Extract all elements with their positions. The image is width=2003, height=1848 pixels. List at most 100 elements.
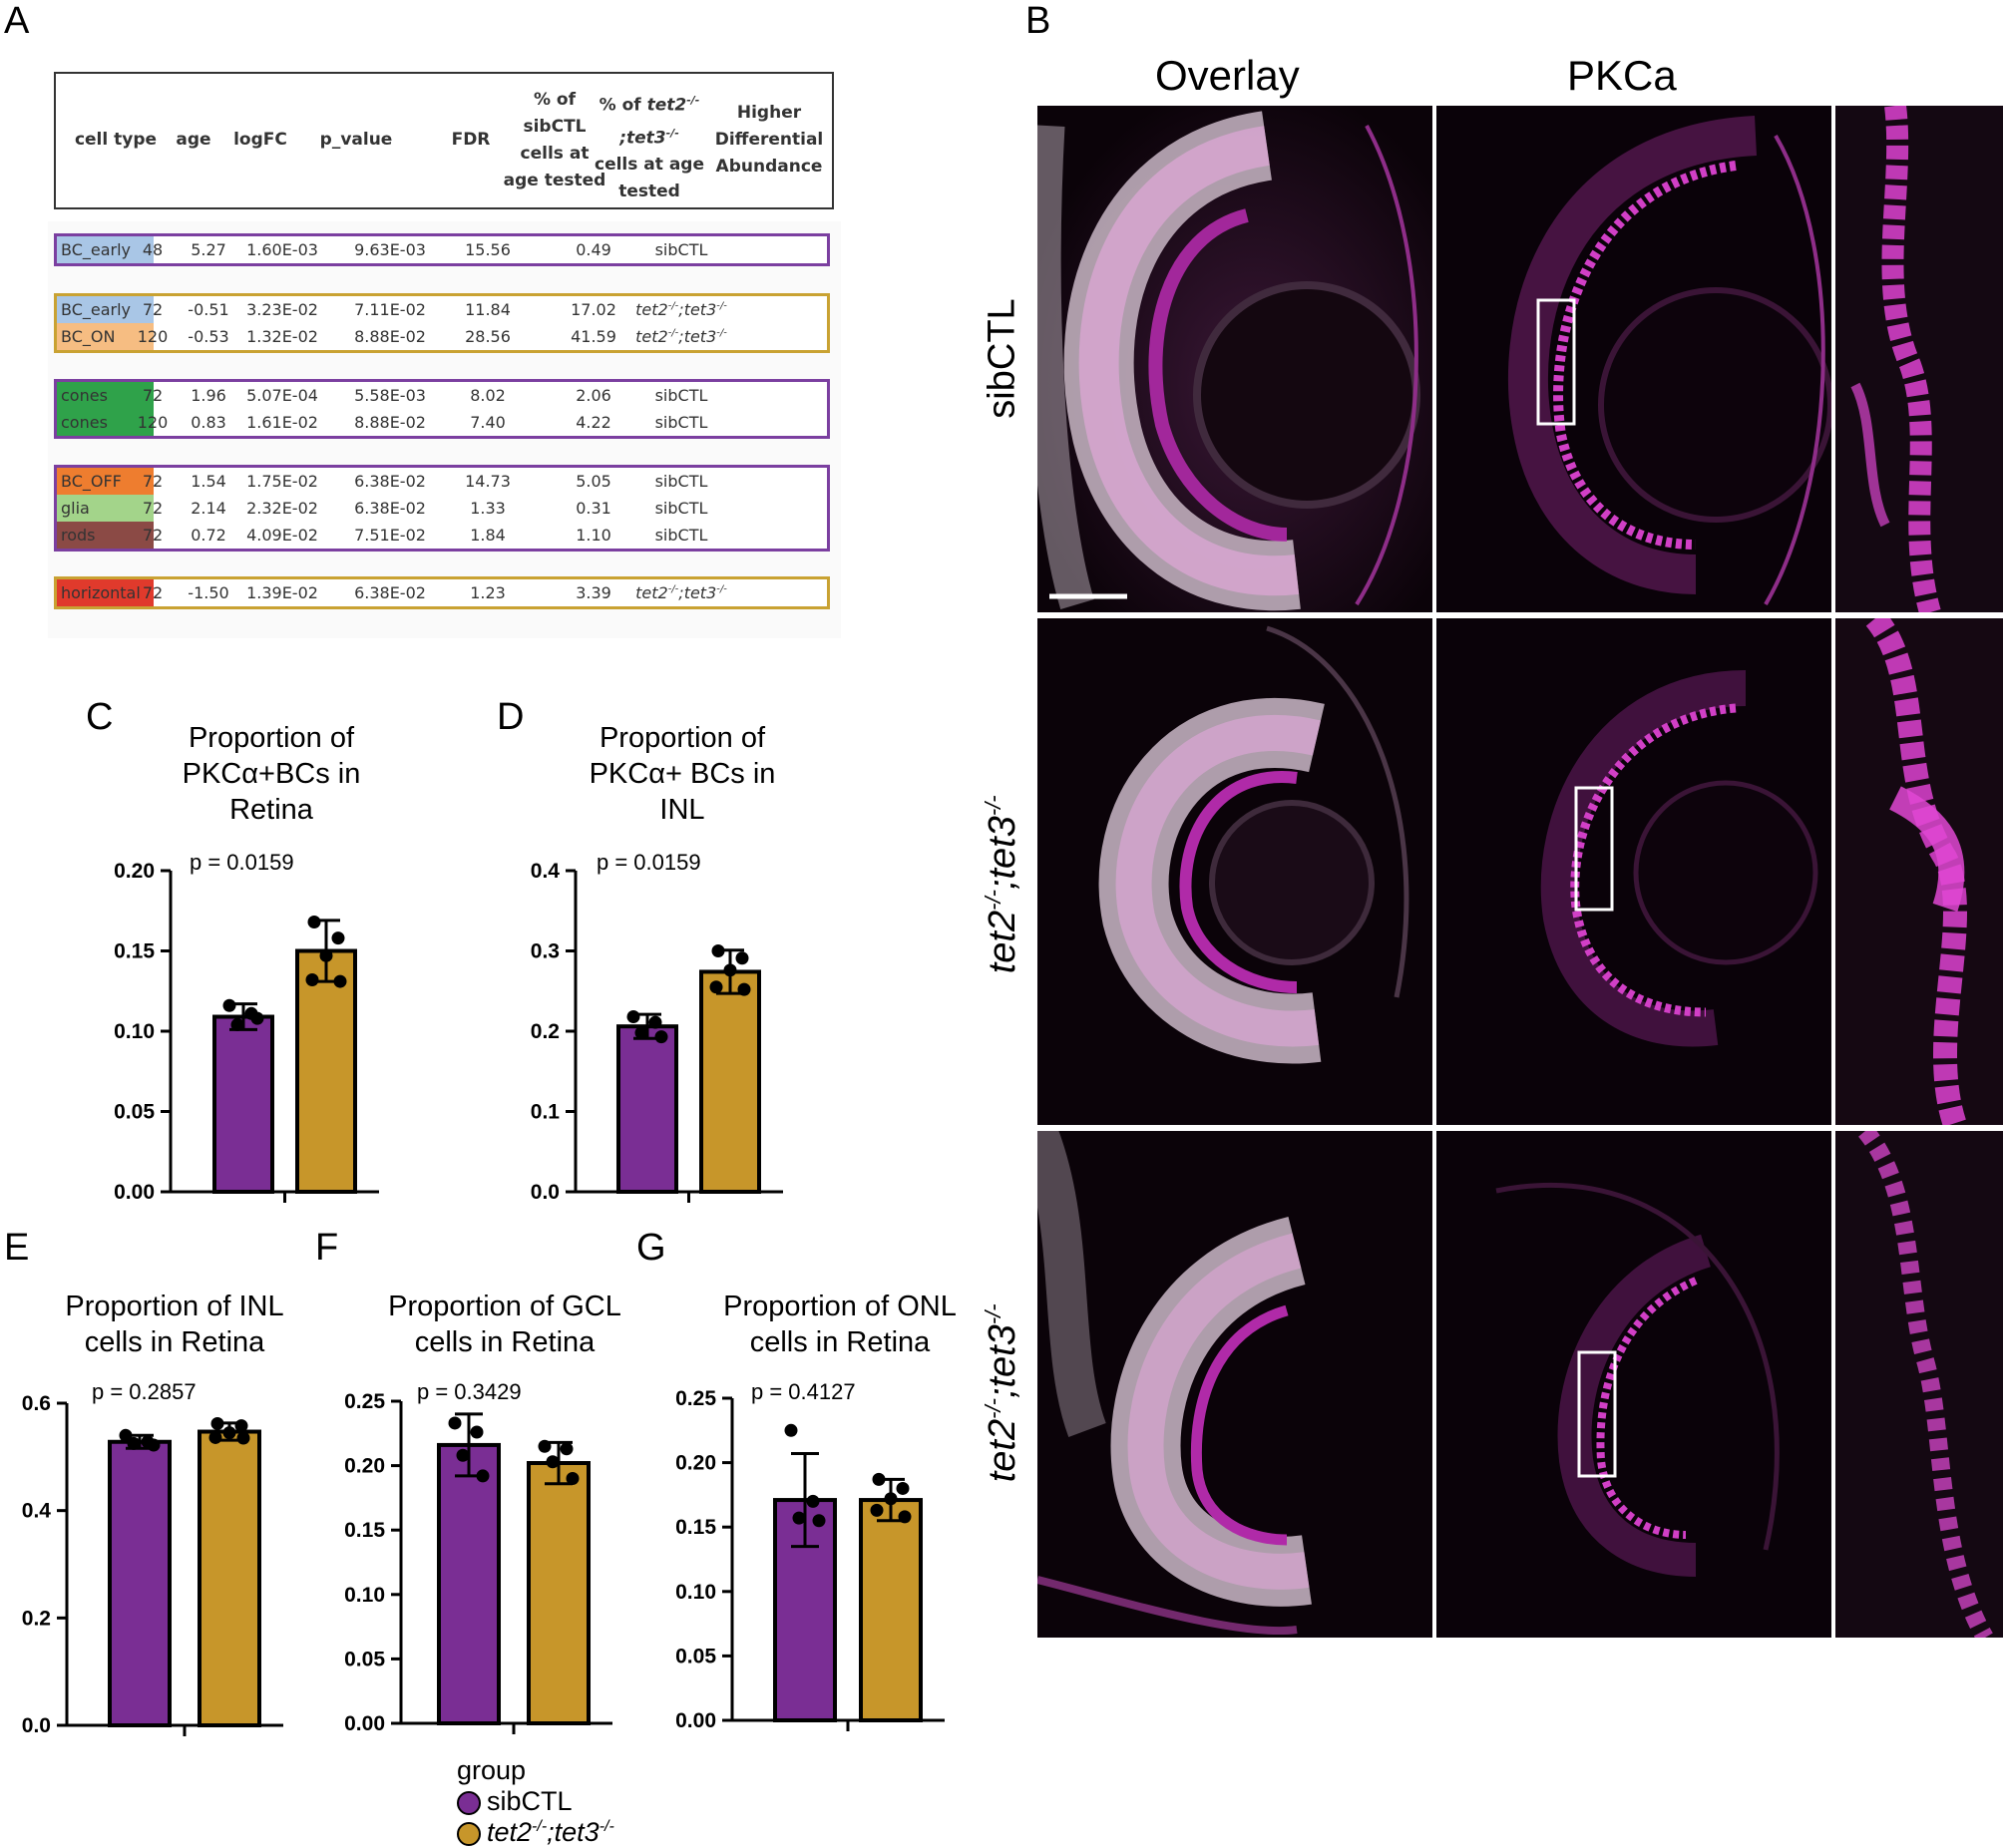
image-overlay-sibctl xyxy=(1037,106,1432,612)
th-tet-pct: % of tet2-/- ;tet3-/- cells at age tested xyxy=(595,94,704,202)
table-cell-age: 72 xyxy=(142,499,164,518)
table-cell-higher: sibCTL xyxy=(654,413,708,432)
bar-sibctl xyxy=(616,1024,678,1195)
data-point xyxy=(538,1439,552,1453)
table-cell-tet: 0.31 xyxy=(576,499,611,518)
data-point xyxy=(333,974,347,988)
table-row: BC_early 48 5.27 1.60E-03 9.63E-03 15.56 0.49 s… xyxy=(57,236,827,263)
legend-item-sibctl: sibCTL xyxy=(457,1786,614,1817)
table-cell-p: 1.60E-03 xyxy=(246,240,318,259)
legend-item-tet: tet2-/-;tet3-/- xyxy=(457,1817,614,1848)
p-value-d: p = 0.0159 xyxy=(597,850,701,875)
th-age: age xyxy=(176,130,211,150)
table-cell-tet: 17.02 xyxy=(571,300,616,319)
bar-tet xyxy=(859,1498,923,1722)
table-cell-fdr: 5.58E-03 xyxy=(354,386,426,405)
retina-overlay-tet-2 xyxy=(1037,1131,1432,1638)
legend: group sibCTL tet2-/-;tet3-/- xyxy=(457,1755,614,1848)
y-tick-label: 0.1 xyxy=(531,1101,561,1124)
y-tick-label: 0.05 xyxy=(114,1101,155,1124)
y-tick-label: 0.3 xyxy=(531,940,560,963)
legend-tet-text: tet2-/-;tet3-/- xyxy=(487,1817,614,1847)
table-cell-logfc: -0.53 xyxy=(188,327,229,346)
table-cell-fdr: 8.88E-02 xyxy=(354,413,426,432)
data-point xyxy=(566,1472,580,1486)
panel-letter-f: F xyxy=(315,1227,339,1269)
y-tick-label: 0.00 xyxy=(114,1181,155,1204)
chart-title-f: Proportion of GCL cells in Retina xyxy=(388,1291,621,1358)
data-point xyxy=(234,1419,248,1433)
table-group: cones 72 1.96 5.07E-04 5.58E-03 8.02 2.06 sibCT… xyxy=(54,379,830,439)
table-cell-age: 72 xyxy=(142,526,164,545)
table-row: cones 120 0.83 1.61E-02 8.88E-02 7.40 4.22 sibC… xyxy=(57,409,827,436)
table-cell-tet: 2.06 xyxy=(576,386,611,405)
panel-letter-b: B xyxy=(1025,0,1051,42)
data-point xyxy=(792,1511,806,1525)
table-cell-higher: tet2-/-;tet3-/- xyxy=(635,327,727,346)
legend-title: group xyxy=(457,1755,527,1785)
y-tick-label: 0.4 xyxy=(531,860,561,883)
chart-title-g: Proportion of ONL cells in Retina xyxy=(723,1291,957,1358)
data-point xyxy=(244,1006,258,1020)
chart-title-c: Proportion of PKCα+BCs in Retina xyxy=(182,722,361,826)
y-tick-label: 0.00 xyxy=(675,1709,716,1732)
table-row: cones 72 1.96 5.07E-04 5.58E-03 8.02 2.06 sibCT… xyxy=(57,382,827,409)
data-point xyxy=(711,944,725,957)
y-tick-label: 0.20 xyxy=(344,1455,385,1478)
table-cell-logfc: 0.83 xyxy=(191,413,226,432)
data-point xyxy=(119,1428,133,1442)
table-cell-age: 72 xyxy=(142,583,164,602)
table-cell-logfc: -0.51 xyxy=(188,300,229,319)
data-point xyxy=(141,1435,155,1449)
table-group: BC_early 72 -0.51 3.23E-02 7.11E-02 11.84 17.0… xyxy=(54,293,830,353)
data-point xyxy=(222,998,236,1012)
p-value-f: p = 0.3429 xyxy=(417,1379,522,1404)
table-cell-fdr: 8.88E-02 xyxy=(354,327,426,346)
data-point xyxy=(305,972,319,986)
table-row: horizontal 72 -1.50 1.39E-02 6.38E-02 1.23 3.3… xyxy=(57,579,827,606)
table-cell-tet: 41.59 xyxy=(571,327,616,346)
y-tick-label: 0.25 xyxy=(344,1390,385,1413)
table-cell-tet: 0.49 xyxy=(576,240,611,259)
y-tick-label: 0.05 xyxy=(344,1648,385,1670)
bar-tet xyxy=(699,969,761,1194)
data-point xyxy=(898,1510,912,1524)
table-cell-age: 72 xyxy=(142,386,164,405)
th-sib-pct: % of sibCTL cells at age tested xyxy=(503,90,606,190)
bar-tet xyxy=(198,1429,261,1727)
data-point xyxy=(448,1416,462,1430)
bar-tet xyxy=(527,1461,591,1725)
data-point xyxy=(870,1503,884,1517)
table-cell-tet: 3.39 xyxy=(576,583,611,602)
y-tick-label: 0.0 xyxy=(22,1714,51,1737)
cell-type-label: rods xyxy=(57,522,154,549)
table-row: BC_ON 120 -0.53 1.32E-02 8.88E-02 28.56 41.59 t… xyxy=(57,323,827,350)
y-tick-label: 0.10 xyxy=(675,1581,716,1604)
data-point xyxy=(147,1438,161,1452)
table-cell-higher: sibCTL xyxy=(654,499,708,518)
data-point xyxy=(735,951,749,965)
y-tick-label: 0.05 xyxy=(675,1645,716,1667)
data-point xyxy=(331,931,345,945)
table-cell-sib: 7.40 xyxy=(470,413,506,432)
table-cell-p: 1.32E-02 xyxy=(246,327,318,346)
y-tick-label: 0.2 xyxy=(531,1020,560,1043)
table-cell-age: 72 xyxy=(142,300,164,319)
table-cell-higher: sibCTL xyxy=(654,472,708,491)
table-cell-logfc: 5.27 xyxy=(191,240,226,259)
data-point xyxy=(737,982,751,996)
image-zoom-tet-1 xyxy=(1835,618,2003,1125)
data-point xyxy=(127,1436,141,1450)
retina-pkca-tet-2 xyxy=(1436,1131,1831,1638)
table-cell-p: 4.09E-02 xyxy=(246,526,318,545)
retina-pkca-tet-1 xyxy=(1436,618,1831,1125)
image-zoom-sibctl xyxy=(1835,106,2003,612)
table-cell-fdr: 6.38E-02 xyxy=(354,499,426,518)
image-pkca-sibctl xyxy=(1436,106,1831,612)
table-cell-logfc: 0.72 xyxy=(191,526,226,545)
table-cell-sib: 8.02 xyxy=(470,386,506,405)
data-point xyxy=(470,1425,484,1439)
cell-type-label: glia xyxy=(57,495,154,522)
image-pkca-tet-2 xyxy=(1436,1131,1831,1638)
zoom-detail-tet-2 xyxy=(1835,1131,2003,1638)
